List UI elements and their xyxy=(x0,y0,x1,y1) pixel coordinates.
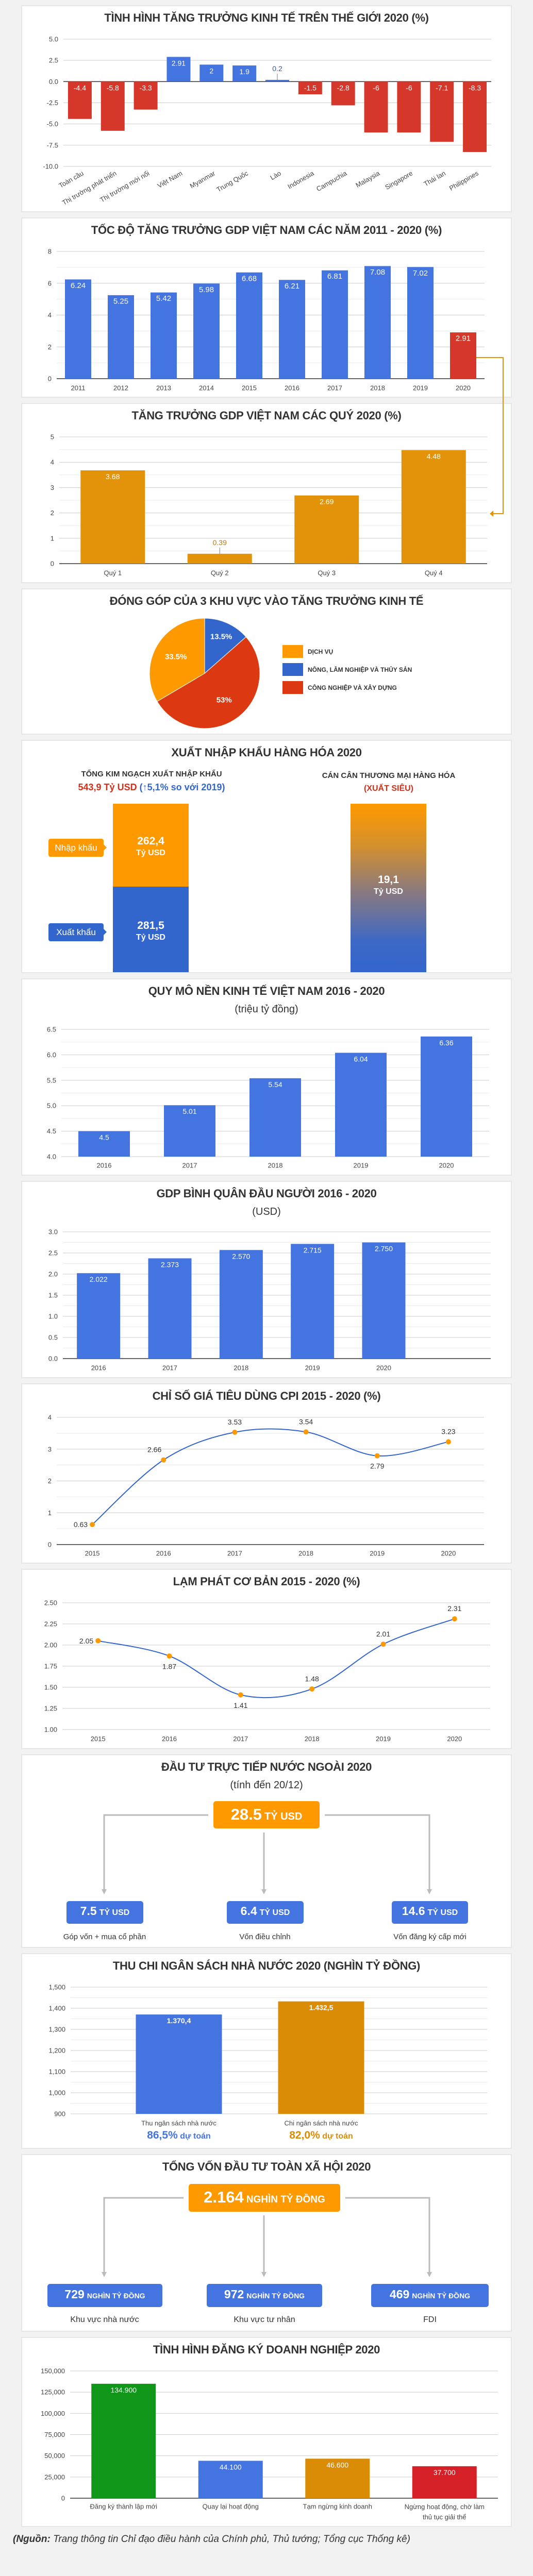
legend-label: CÔNG NGHIỆP VÀ XÂY DỰNG xyxy=(308,684,397,691)
total-trade-heading-text: TỔNG KIM NGẠCH XUẤT NHẬP KHẨU xyxy=(81,770,222,778)
chart-title: TỐC ĐỘ TĂNG TRƯỞNG GDP VIỆT NAM CÁC NĂM … xyxy=(91,224,442,236)
chart-title: GDP BÌNH QUÂN ĐẦU NGƯỜI 2016 - 2020 xyxy=(156,1187,377,1200)
trade-balance-heading: CÁN CÂN THƯƠNG MẠI HÀNG HÓA xyxy=(286,771,492,780)
investment-item-box: 469 NGHÌN TỶ ĐỒNG xyxy=(371,2284,489,2307)
trade-balance-note: (XUẤT SIÊU) xyxy=(286,784,492,793)
legend-item-services: DỊCH VỤ xyxy=(282,645,333,658)
chart-title: TÌNH HÌNH ĐĂNG KÝ DOANH NGHIỆP 2020 xyxy=(153,2343,380,2356)
fdi-item-unit: TỶ USD xyxy=(99,1908,130,1917)
total-trade-change: (↑5,1% so với 2019) xyxy=(139,782,225,792)
note-unit: dự toán xyxy=(322,2132,353,2141)
budget-card: THU CHI NGÂN SÁCH NHÀ NƯỚC 2020 (NGHÌN T… xyxy=(21,1953,512,2149)
legend-item-agriculture: NÔNG, LÂM NGHIỆP VÀ THỦY SẢN xyxy=(282,663,412,676)
import-tag-label: Nhập khẩu xyxy=(55,842,97,853)
budget-revenue-note: 86,5% dự toán xyxy=(127,2129,230,2142)
fdi-item-value: 14.6 xyxy=(402,1904,425,1918)
export-value-unit: Tỷ USD xyxy=(136,933,165,942)
fdi-total-box: 28.5 TỶ USD xyxy=(213,1801,320,1828)
investment-item-label: Khu vực nhà nước xyxy=(70,2315,139,2324)
total-trade-heading: TỔNG KIM NGẠCH XUẤT NHẬP KHẨU xyxy=(48,770,255,778)
budget-spending-note: 82,0% dự toán xyxy=(270,2129,373,2142)
fdi-total-value: 28.5 xyxy=(230,1805,262,1823)
legend-swatch xyxy=(282,645,303,658)
legend-swatch xyxy=(282,663,303,676)
investment-item-value: 972 xyxy=(224,2287,244,2301)
chart-subtitle: (USD) xyxy=(252,1206,281,1217)
fdi-total-unit: TỶ USD xyxy=(264,1811,303,1822)
fdi-item-unit: TỶ USD xyxy=(427,1908,458,1917)
source-label: (Nguồn: xyxy=(13,2534,51,2545)
fdi-item-box: 7.5 TỶ USD xyxy=(66,1901,143,1924)
trade-balance-heading-text: CÁN CÂN THƯƠNG MẠI HÀNG HÓA xyxy=(322,771,456,780)
legend-item-industry: CÔNG NGHIỆP VÀ XÂY DỰNG xyxy=(282,681,397,694)
chart-subtitle: (triệu tỷ đồng) xyxy=(235,1004,298,1015)
chart-title: THU CHI NGÂN SÁCH NHÀ NƯỚC 2020 (NGHÌN T… xyxy=(112,1959,421,1972)
fdi-item-value: 7.5 xyxy=(80,1904,97,1918)
investment-item-value: 469 xyxy=(389,2287,410,2301)
note-value: 82,0% xyxy=(289,2129,320,2141)
import-bar xyxy=(113,804,189,887)
total-trade-value: 543,9 Tỷ USD xyxy=(78,782,137,792)
trade-balance-unit: Tỷ USD xyxy=(374,887,403,896)
quarterly-gdp-card: TĂNG TRƯỞNG GDP VIỆT NAM CÁC QUÝ 2020 (%… xyxy=(21,403,512,583)
total-trade-value-line: 543,9 Tỷ USD (↑5,1% so với 2019) xyxy=(48,782,255,793)
trade-balance-note-text: (XUẤT SIÊU) xyxy=(364,784,413,793)
trade-balance-bar xyxy=(351,804,426,972)
investment-total-unit: NGHÌN TỶ ĐỒNG xyxy=(246,2194,325,2205)
trade-balance-number: 19,1 xyxy=(378,874,399,886)
trade-balance-value: 19,1 Tỷ USD xyxy=(351,874,426,897)
world-growth-card: TÌNH HÌNH TĂNG TRƯỞNG KINH TẾ TRÊN THẾ G… xyxy=(21,5,512,212)
fdi-title: ĐẦU TƯ TRỰC TIẾP NƯỚC NGOÀI 2020 xyxy=(161,1760,372,1773)
investment-item-unit: NGHÌN TỶ ĐỒNG xyxy=(246,2292,305,2300)
investment-item-label: Khu vực tư nhân xyxy=(234,2315,295,2324)
chart-title: LẠM PHÁT CƠ BẢN 2015 - 2020 (%) xyxy=(173,1575,360,1588)
legend-label: NÔNG, LÂM NGHIỆP VÀ THỦY SẢN xyxy=(308,666,412,673)
export-value-number: 281,5 xyxy=(137,920,164,931)
note-unit: dự toán xyxy=(180,2132,211,2141)
fdi-item-label: Góp vốn + mua cổ phần xyxy=(63,1933,146,1941)
fdi-item-unit: TỶ USD xyxy=(259,1908,290,1917)
source-text: Trang thông tin Chỉ đạo điều hành của Ch… xyxy=(50,2534,410,2545)
investment-item-label: FDI xyxy=(423,2315,437,2324)
investment-item-unit: NGHÌN TỶ ĐỒNG xyxy=(412,2292,471,2300)
export-bar xyxy=(113,887,189,972)
fdi-item-value: 6.4 xyxy=(240,1904,257,1918)
fdi-item-box: 6.4 TỶ USD xyxy=(227,1901,304,1924)
core-inflation-card: LẠM PHÁT CƠ BẢN 2015 - 2020 (%) xyxy=(21,1569,512,1749)
investment-total-value: 2.164 xyxy=(204,2188,244,2206)
investment-item-unit: NGHÌN TỶ ĐỒNG xyxy=(87,2292,145,2300)
economy-scale-card: QUY MÔ NỀN KINH TẾ VIỆT NAM 2016 - 2020 … xyxy=(21,978,512,1176)
fdi-item-box: 14.6 TỶ USD xyxy=(392,1901,468,1924)
business-registration-card: TÌNH HÌNH ĐĂNG KÝ DOANH NGHIỆP 2020 xyxy=(21,2337,512,2527)
import-tag: Nhập khẩu xyxy=(48,839,107,857)
chart-title: TÌNH HÌNH TĂNG TRƯỞNG KINH TẾ TRÊN THẾ G… xyxy=(104,11,429,24)
cpi-card: CHỈ SỐ GIÁ TIÊU DÙNG CPI 2015 - 2020 (%) xyxy=(21,1383,512,1564)
legend-swatch xyxy=(282,681,303,694)
export-tag: Xuất khẩu xyxy=(48,923,107,941)
chart-title: CHỈ SỐ GIÁ TIÊU DÙNG CPI 2015 - 2020 (%) xyxy=(152,1389,381,1402)
export-value: 281,5 Tỷ USD xyxy=(113,920,189,943)
investment-total-box: 2.164 NGHÌN TỶ ĐỒNG xyxy=(189,2184,340,2212)
chart-title: TĂNG TRƯỞNG GDP VIỆT NAM CÁC QUÝ 2020 (%… xyxy=(131,409,402,422)
gdp-per-capita-card: GDP BÌNH QUÂN ĐẦU NGƯỜI 2016 - 2020 (USD… xyxy=(21,1181,512,1378)
investment-item-box: 729 NGHÌN TỶ ĐỒNG xyxy=(47,2284,162,2307)
chart-title: QUY MÔ NỀN KINH TẾ VIỆT NAM 2016 - 2020 xyxy=(148,985,385,997)
note-value: 86,5% xyxy=(147,2129,178,2141)
investment-title: TỔNG VỐN ĐẦU TƯ TOÀN XÃ HỘI 2020 xyxy=(162,2160,371,2173)
fdi-item-label: Vốn điều chỉnh xyxy=(239,1933,291,1941)
fdi-subtitle: (tính đến 20/12) xyxy=(230,1780,303,1791)
chart-title: ĐÓNG GÓP CỦA 3 KHU VỰC VÀO TĂNG TRƯỞNG K… xyxy=(109,595,424,607)
import-value-unit: Tỷ USD xyxy=(136,849,165,857)
source-note: (Nguồn: Trang thông tin Chỉ đạo điều hàn… xyxy=(13,2534,523,2545)
export-tag-label: Xuất khẩu xyxy=(56,927,96,937)
import-value-number: 262,4 xyxy=(137,835,164,847)
fdi-item-label: Vốn đăng ký cấp mới xyxy=(393,1933,467,1941)
investment-item-box: 972 NGHÌN TỶ ĐỒNG xyxy=(207,2284,322,2307)
investment-item-value: 729 xyxy=(64,2287,85,2301)
legend-label: DỊCH VỤ xyxy=(308,648,334,655)
gdp-growth-card: TỐC ĐỘ TĂNG TRƯỞNG GDP VIỆT NAM CÁC NĂM … xyxy=(21,217,512,398)
trade-title: XUẤT NHẬP KHẨU HÀNG HÓA 2020 xyxy=(171,746,362,759)
import-value: 262,4 Tỷ USD xyxy=(113,835,189,859)
sector-contribution-card: ĐÓNG GÓP CỦA 3 KHU VỰC VÀO TĂNG TRƯỞNG K… xyxy=(21,588,512,735)
